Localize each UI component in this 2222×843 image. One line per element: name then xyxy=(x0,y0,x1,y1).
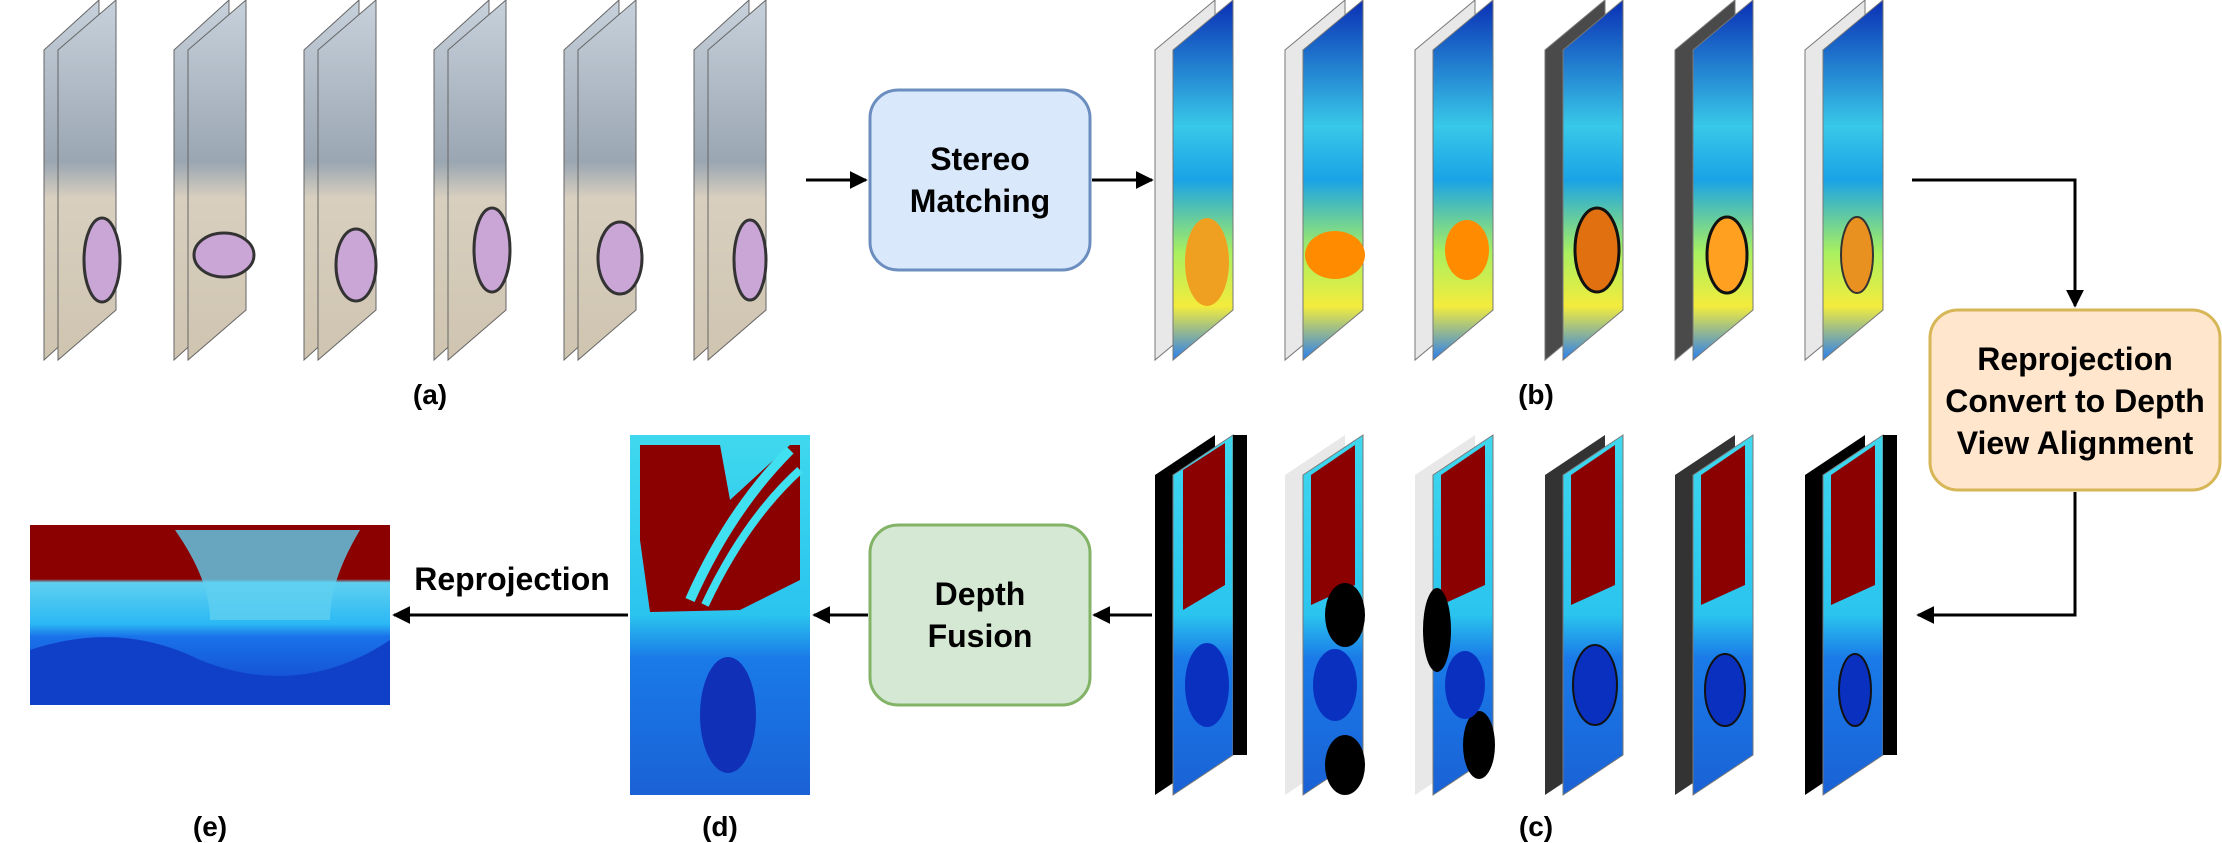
panel-label-d: (d) xyxy=(702,811,738,842)
depth-fusion-label-line-1: Depth xyxy=(935,576,1026,612)
fused-depth-map xyxy=(630,435,810,795)
input-image-pair-4 xyxy=(433,0,512,362)
stereo-matching-label-line-2: Matching xyxy=(910,183,1050,219)
reprojection-label-line-1: Reprojection xyxy=(1977,341,2173,377)
input-image-pair-6 xyxy=(693,0,768,362)
panel-label-c: (c) xyxy=(1519,811,1553,842)
reprojection-box: Reprojection Convert to Depth View Align… xyxy=(1928,308,2222,492)
input-image-pair-1 xyxy=(43,0,122,362)
depth-fusion-label-line-2: Fusion xyxy=(928,618,1033,654)
aligned-depth-maps-row xyxy=(1155,434,1897,796)
stereo-matching-label-line-1: Stereo xyxy=(930,141,1030,177)
input-image-pair-2 xyxy=(173,0,256,362)
disparity-map-4 xyxy=(1544,0,1624,362)
edge-label-reprojection: Reprojection xyxy=(414,561,610,597)
disparity-map-3 xyxy=(1414,0,1494,362)
arrow-b-to-reprojection xyxy=(1912,178,2084,308)
arrow-reprojection-to-c xyxy=(1916,492,2077,624)
input-images-row xyxy=(43,0,768,362)
panel-label-a: (a) xyxy=(413,379,447,410)
reprojection-label-line-2: Convert to Depth xyxy=(1945,383,2205,419)
disparity-map-6 xyxy=(1804,0,1884,362)
disparity-map-1 xyxy=(1154,0,1234,362)
depth-fusion-box: Depth Fusion xyxy=(868,523,1092,707)
disparity-map-5 xyxy=(1674,0,1754,362)
aligned-depth-map-5 xyxy=(1675,434,1754,796)
input-image-pair-5 xyxy=(563,0,644,362)
aligned-depth-map-2 xyxy=(1285,434,1365,796)
panoramic-depth-map xyxy=(30,525,390,705)
aligned-depth-map-4 xyxy=(1545,434,1624,796)
input-image-pair-3 xyxy=(303,0,378,362)
aligned-depth-map-1 xyxy=(1155,434,1247,796)
disparity-map-2 xyxy=(1284,0,1365,362)
aligned-depth-map-6 xyxy=(1805,434,1897,796)
panel-label-e: (e) xyxy=(193,811,227,842)
panel-label-b: (b) xyxy=(1518,379,1554,410)
disparity-maps-row xyxy=(1154,0,1884,362)
aligned-depth-map-3 xyxy=(1415,434,1495,796)
reprojection-label-line-3: View Alignment xyxy=(1957,425,2194,461)
stereo-matching-box: Stereo Matching xyxy=(868,88,1092,272)
arrows xyxy=(392,171,2084,624)
